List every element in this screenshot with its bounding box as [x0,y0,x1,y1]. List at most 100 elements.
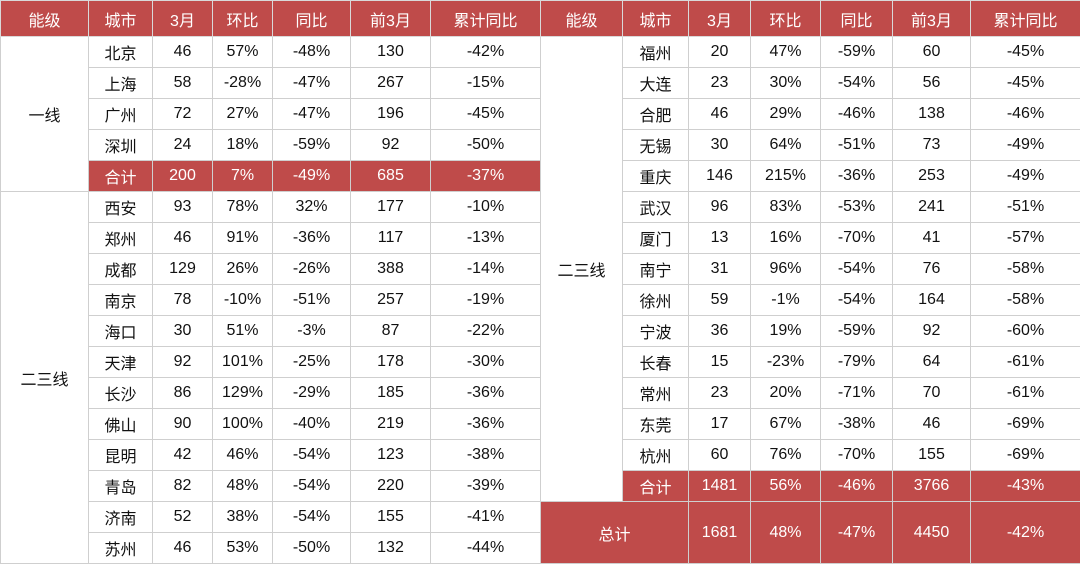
cell: 30 [688,129,751,161]
cell: 196 [350,98,431,130]
cell: -54% [272,439,351,471]
cell: -3% [272,315,351,347]
header-cell: 3月 [152,0,213,37]
cell: 北京 [88,36,153,68]
subtotal-cell: 合计 [88,160,153,192]
cell: -49% [970,160,1080,192]
data-row: 二三线 西安 93 78% 32% 177 -10% [0,191,541,564]
cell: 32% [272,191,351,223]
cell: -47% [272,98,351,130]
cell: -41% [430,501,541,533]
cell: -49% [970,129,1080,161]
cell: 92 [152,346,213,378]
cell: 合肥 [622,98,689,130]
cell: 东莞 [622,408,689,440]
cell: 福州 [622,36,689,68]
cell: -50% [430,129,541,161]
data-row: 南宁 31 96% -54% 76 -58% [541,253,1080,285]
cell: 257 [350,284,431,316]
data-row: 厦门 13 16% -70% 41 -57% [541,222,1080,254]
cell: -53% [820,191,893,223]
cell: 18% [212,129,273,161]
cell: 重庆 [622,160,689,192]
cell: 146 [688,160,751,192]
data-row: 广州 72 27% -47% 196 -45% [1,98,541,130]
cell: 51% [212,315,273,347]
cell: -13% [430,222,541,254]
cell: -54% [272,501,351,533]
cell: 93 [152,191,213,223]
tier-cell: 一线 [0,36,89,192]
data-row: 郑州 46 91% -36% 117 -13% [1,222,541,254]
data-row: 天津 92 101% -25% 178 -30% [1,346,541,378]
cell: 20% [750,377,821,409]
cell: 宁波 [622,315,689,347]
cell: 67% [750,408,821,440]
data-table: 能级 城市 3月 环比 同比 前3月 累计同比 一线 北京 46 57% -48% 130 -42% 上海 5… [0,0,541,564]
cell: 267 [350,67,431,99]
cell: 117 [350,222,431,254]
cell: -25% [272,346,351,378]
cell: 73 [892,129,971,161]
cell: -51% [970,191,1080,223]
data-row: 深圳 24 18% -59% 92 -50% [1,129,541,161]
cell: -58% [970,284,1080,316]
data-row: 杭州 60 76% -70% 155 -69% [541,439,1080,471]
cell: -38% [430,439,541,471]
cell: 46 [892,408,971,440]
cell: 46 [152,36,213,68]
cell: 29% [750,98,821,130]
cell: 132 [350,532,431,564]
cell: 厦门 [622,222,689,254]
cell: 杭州 [622,439,689,471]
tier-cell: 二三线 [540,36,623,502]
cell: 219 [350,408,431,440]
cell: 13 [688,222,751,254]
cell: 41 [892,222,971,254]
cell: 佛山 [88,408,153,440]
cell: 大连 [622,67,689,99]
data-row: 重庆 146 215% -36% 253 -49% [541,160,1080,192]
cell: 164 [892,284,971,316]
cell: 24 [152,129,213,161]
cell: 30% [750,67,821,99]
cell: -22% [430,315,541,347]
cell: -39% [430,470,541,502]
cell: -54% [820,67,893,99]
cell: -28% [212,67,273,99]
data-row: 大连 23 30% -54% 56 -45% [541,67,1080,99]
cell: -69% [970,439,1080,471]
cell: -38% [820,408,893,440]
data-row: 二三线 福州 20 47% -59% 60 -45% [540,36,1080,502]
cell: -54% [272,470,351,502]
data-row: 海口 30 51% -3% 87 -22% [1,315,541,347]
data-row: 一线 北京 46 57% -48% 130 -42% [0,36,541,192]
cell: 46% [212,439,273,471]
cell: -42% [430,36,541,68]
cell: 16% [750,222,821,254]
cell: 185 [350,377,431,409]
cell: -15% [430,67,541,99]
header-cell: 累计同比 [430,0,541,37]
cell: 100% [212,408,273,440]
header-cell: 同比 [820,0,893,37]
cell: -30% [430,346,541,378]
data-row: 上海 58 -28% -47% 267 -15% [1,67,541,99]
header-row: 能级 城市 3月 环比 同比 前3月 累计同比 [540,0,1080,37]
cell: 27% [212,98,273,130]
subtotal-cell: 7% [212,160,273,192]
cell: 济南 [88,501,153,533]
cell: 57% [212,36,273,68]
cell: 215% [750,160,821,192]
cell: 46 [152,222,213,254]
cell: 155 [350,501,431,533]
cell: -26% [272,253,351,285]
cell: 长沙 [88,377,153,409]
cell: 56 [892,67,971,99]
subtotal-cell: 200 [152,160,213,192]
data-row: 南京 78 -10% -51% 257 -19% [1,284,541,316]
cell: 78 [152,284,213,316]
cell: 76 [892,253,971,285]
subtotal-cell: 1481 [688,470,751,502]
cell: 常州 [622,377,689,409]
